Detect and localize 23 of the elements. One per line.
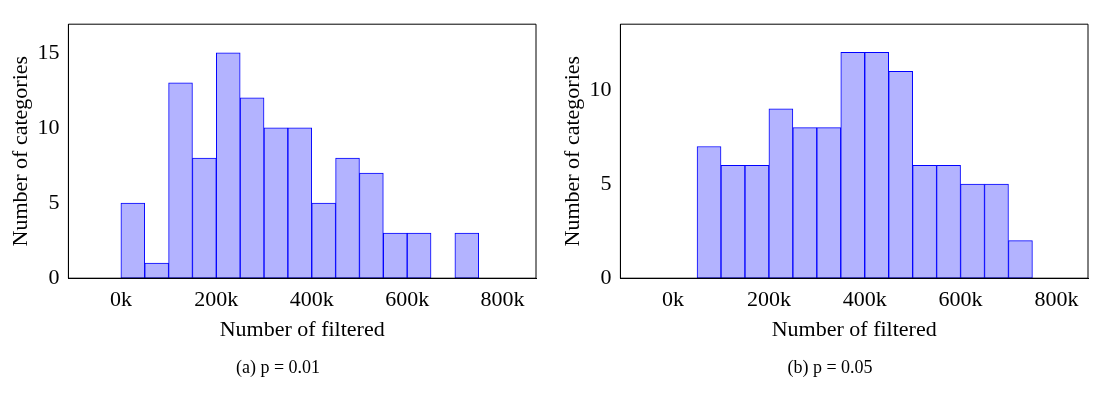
x-axis-title: Number of filtered [771, 315, 937, 341]
x-tick-label: 600k [938, 286, 983, 312]
y-tick-label: 5 [48, 188, 60, 214]
x-axis-title: Number of filtered [219, 315, 385, 341]
x-tick-label: 600k [385, 286, 430, 312]
y-tick-label: 0 [48, 263, 60, 289]
y-tick-label: 5 [600, 169, 612, 195]
x-tick-label: 0k [109, 286, 132, 312]
text: (a) p = 0.01 [234, 357, 322, 378]
y-axis-title: Number of categories [558, 55, 584, 247]
y-axis-title: Number of categories [6, 55, 32, 247]
x-tick-label: 200k [746, 286, 791, 312]
x-tick-label: 0k [662, 286, 685, 312]
y-tick-label: 0 [600, 263, 612, 289]
x-tick-label: 400k [289, 286, 334, 312]
x-tick-label: 200k [194, 286, 239, 312]
x-tick-label: 400k [842, 286, 887, 312]
y-tick-label: 10 [589, 75, 612, 101]
y-tick-label: 15 [37, 38, 60, 64]
y-tick-label: 10 [37, 113, 60, 139]
text: (b) p = 0.05 [786, 357, 874, 378]
x-tick-label: 800k [1034, 286, 1079, 312]
x-tick-label: 800k [480, 286, 525, 312]
